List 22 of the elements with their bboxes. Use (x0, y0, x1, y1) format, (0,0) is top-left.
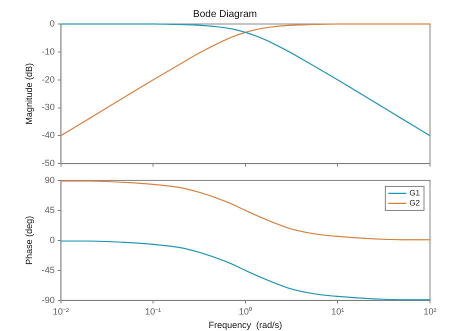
x-tick-label: 10¹ (331, 306, 344, 316)
x-tick-label: 10⁰ (238, 306, 252, 316)
y-tick-label: 0 (50, 18, 55, 28)
y-tick-label: -90 (42, 294, 55, 305)
y-tick-label: 45 (44, 204, 55, 215)
y-axis-title: Magnitude (dB) (24, 63, 34, 125)
y-tick-label: -50 (42, 158, 55, 168)
legend-label: G2 (409, 198, 421, 208)
x-axis-title: Frequency (rad/s) (208, 320, 282, 330)
y-tick-label: 0 (50, 234, 55, 245)
x-tick-label: 10⁻² (52, 306, 69, 316)
y-tick-label: -10 (42, 46, 55, 56)
y-axis-title: Phase (deg) (24, 216, 34, 265)
x-tick-label: 10⁻¹ (145, 306, 162, 316)
y-tick-label: -45 (42, 264, 55, 275)
y-tick-label: -30 (42, 102, 55, 112)
y-tick-label: 90 (44, 174, 55, 185)
chart-title: Bode Diagram (193, 8, 257, 20)
legend-label: G1 (409, 188, 421, 198)
x-tick-label: 10² (423, 306, 437, 316)
y-tick-label: -20 (42, 74, 55, 84)
y-tick-label: -40 (42, 130, 55, 140)
